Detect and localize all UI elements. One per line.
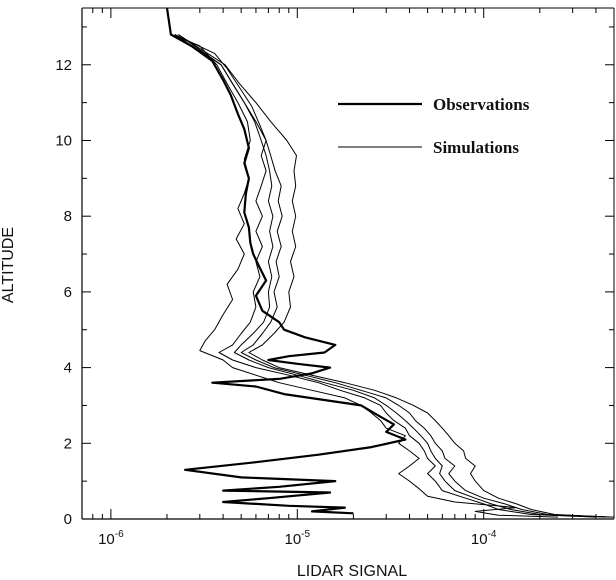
y-tick-label: 0 <box>64 511 72 528</box>
series-line-observations <box>165 8 407 515</box>
y-tick-label: 10 <box>55 132 72 149</box>
series-line-simulation-5 <box>178 34 611 518</box>
legend: Observations Simulations <box>338 95 530 157</box>
x-axis-label: LIDAR SIGNAL <box>297 563 407 580</box>
axis-labels: LIDAR SIGNAL ALTITUDE <box>0 227 407 580</box>
x-tick-label: 10-6 <box>98 529 124 548</box>
series-line-simulation-4 <box>174 34 606 518</box>
y-axis-label: ALTITUDE <box>0 227 17 303</box>
series-line-simulation-3 <box>178 34 614 518</box>
axes: 0 2 4 6 8 10 12 10-6 10-5 10-4 <box>55 7 615 548</box>
x-tick-label: 10-4 <box>471 529 497 548</box>
series-group <box>165 8 614 518</box>
y-tick-label: 12 <box>55 57 72 74</box>
y-tick-label: 8 <box>64 208 72 225</box>
y-tick-label: 2 <box>64 435 72 452</box>
y-tick-label: 6 <box>64 284 72 301</box>
series-line-simulation-1 <box>170 34 558 518</box>
series-line-simulation-2 <box>174 34 596 518</box>
y-tick-label: 4 <box>64 360 72 377</box>
legend-label-simulations: Simulations <box>433 138 519 157</box>
legend-label-observations: Observations <box>433 95 530 114</box>
x-tick-label: 10-5 <box>284 529 310 548</box>
